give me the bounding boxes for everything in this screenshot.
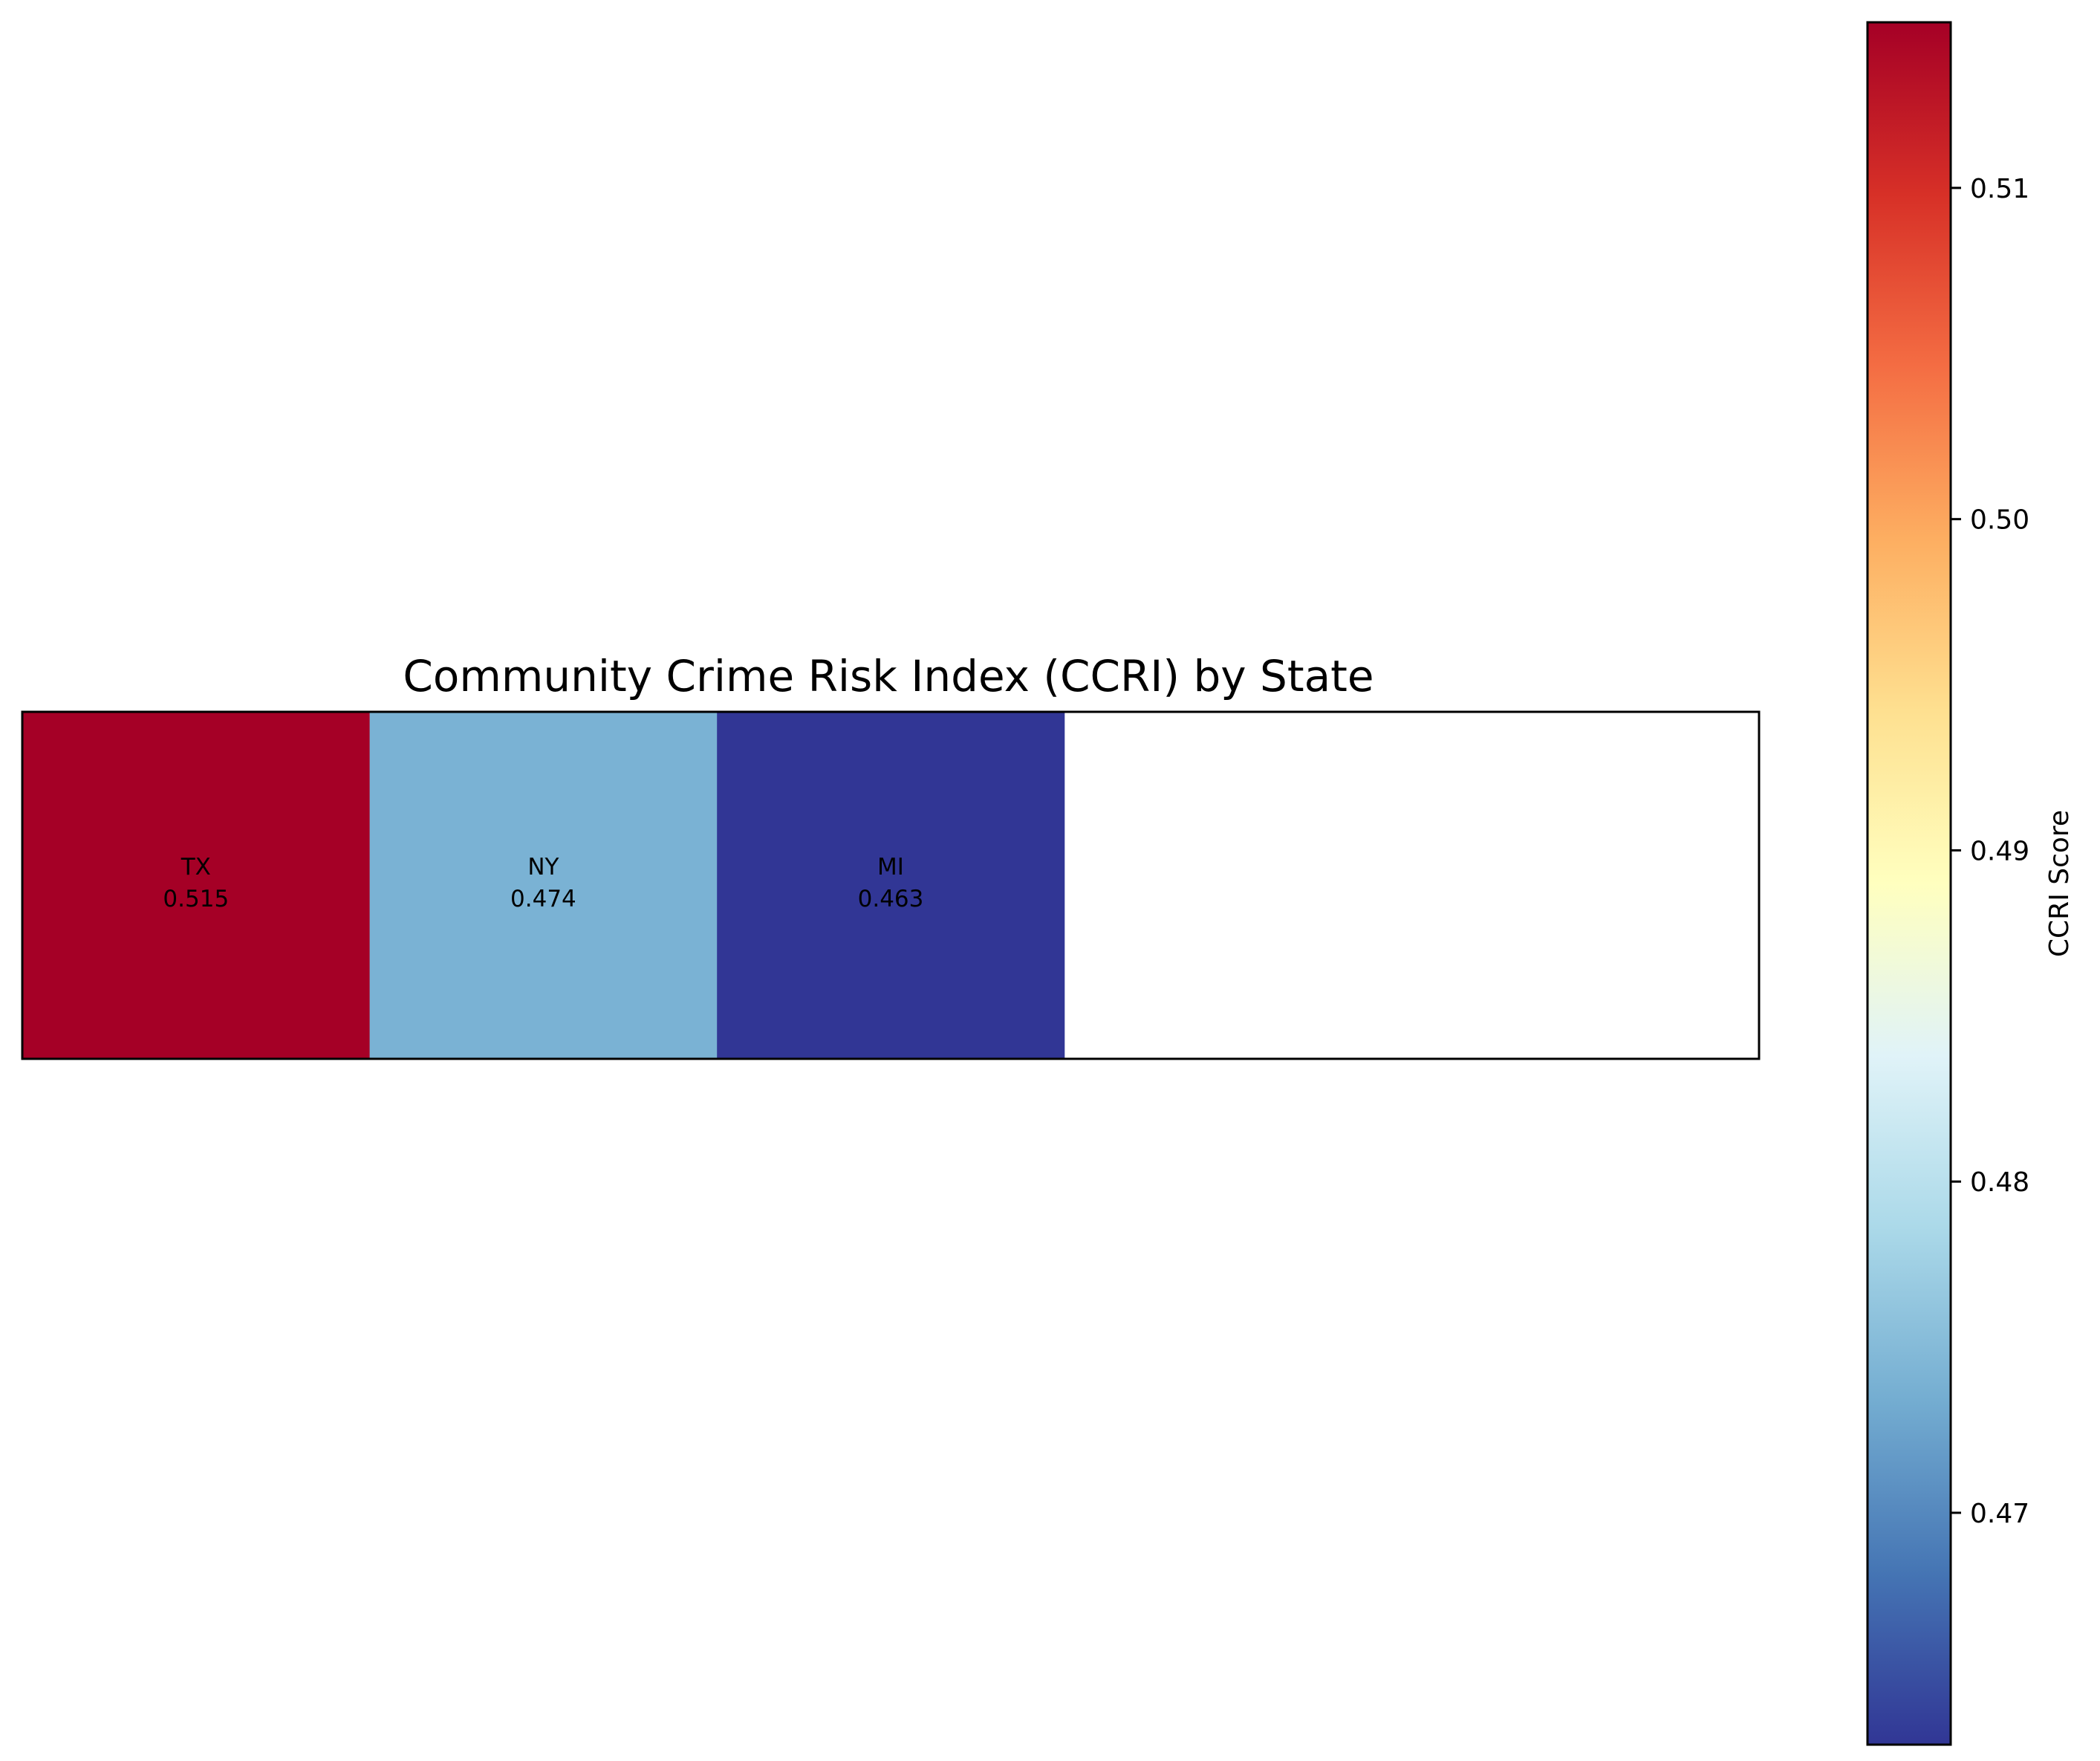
colorbar: 0.47 0.48 0.49 0.50 0.51 CCRI Score [1866,21,2075,1746]
heatmap-cell-tx [22,712,371,1059]
heatmap-cell-mi [717,712,1065,1059]
colorbar-gradient [1867,22,1951,1745]
cell-label-mi: MI [877,854,904,880]
colorbar-tick-label: 0.50 [1970,505,2029,536]
heatmap-cell-ny [369,712,718,1059]
heatmap-frame [21,710,1761,1060]
colorbar-frame [1866,21,1952,1746]
chart-title: Community Crime Risk Index (CCRI) by Sta… [403,651,1374,701]
colorbar-tick-label: 0.51 [1970,174,2029,204]
colorbar-ticks: 0.47 0.48 0.49 0.50 0.51 [1951,174,2029,1529]
heatmap-cells: TX 0.515 NY 0.474 MI 0.463 [22,712,1065,1059]
colorbar-tick-label: 0.48 [1970,1167,2029,1198]
cell-value-ny: 0.474 [510,886,576,912]
cell-value-mi: 0.463 [858,886,924,912]
colorbar-tick-label: 0.49 [1970,836,2029,866]
cell-label-tx: TX [181,854,211,880]
cell-value-tx: 0.515 [163,886,229,912]
cell-label-ny: NY [527,854,559,880]
colorbar-tick-label: 0.47 [1970,1499,2029,1529]
colorbar-label: CCRI Score [2044,810,2075,957]
